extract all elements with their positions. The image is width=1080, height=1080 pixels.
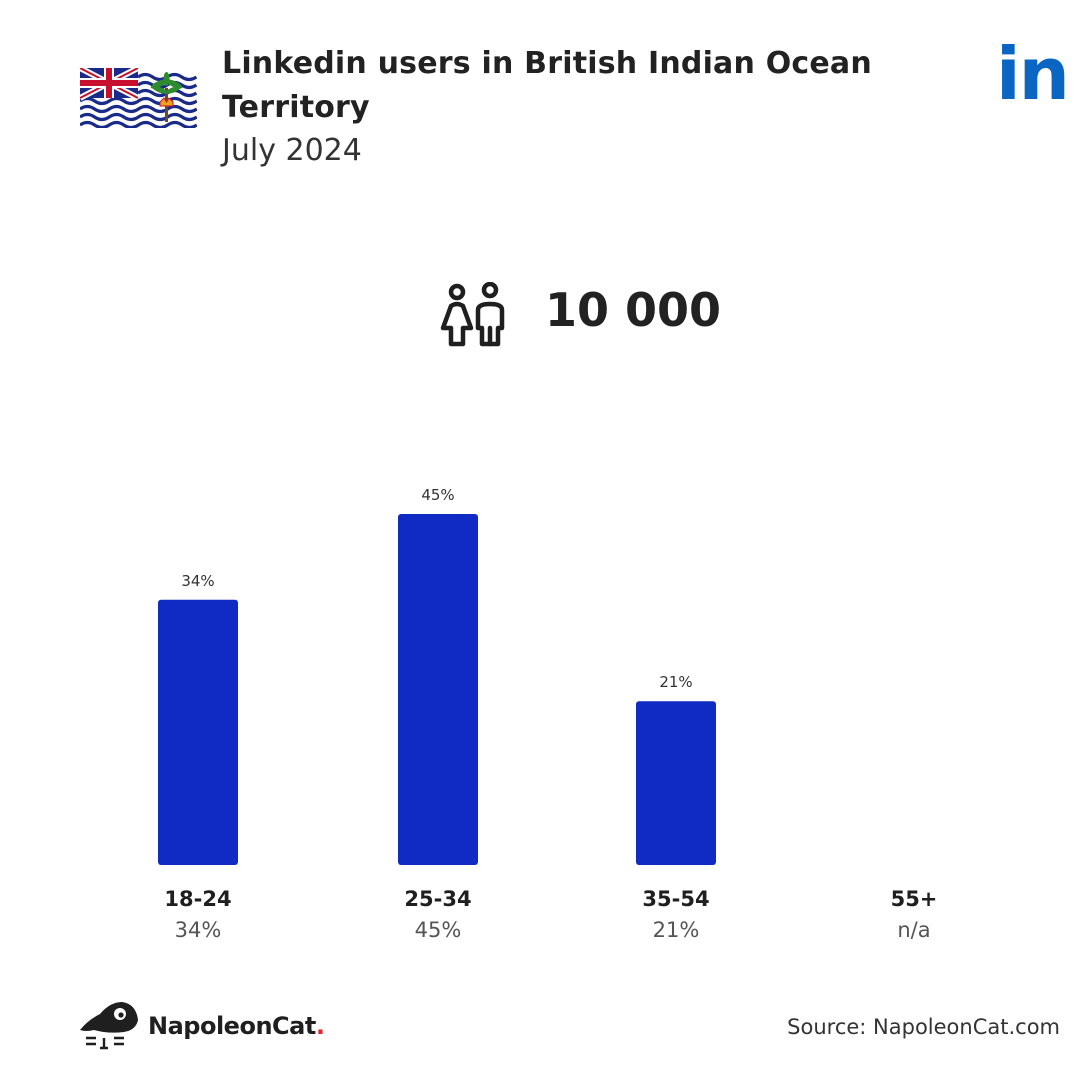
bar-35-54 [636,701,716,865]
brand-name-text: NapoleonCat [148,1012,316,1040]
napoleoncat-logo-icon [80,1002,138,1050]
category-label: 35-54 [642,887,709,911]
bar-value-label: 21% [659,673,692,691]
total-users-value: 10 000 [545,283,722,337]
bar-25-34 [398,514,478,865]
age-distribution-chart: 34% 18-24 34% 45% 25-34 45% 21% 35-54 21% 55+ n/a [158,486,938,942]
category-label: 55+ [891,887,938,911]
british-indian-ocean-territory-flag-icon [80,68,197,128]
brand-dot: . [315,1012,325,1040]
page-subtitle: July 2024 [222,133,362,168]
category-value-label: n/a [897,918,930,942]
bar-18-24 [158,599,238,865]
category-label: 18-24 [164,887,231,911]
brand-name: NapoleonCat. [148,1010,325,1042]
bar-value-label: 34% [181,572,214,590]
page-title: Linkedin users in British Indian Ocean T… [222,46,872,125]
category-value-label: 34% [175,918,222,942]
category-value-label: 21% [653,918,700,942]
bar-value-label: 45% [421,486,454,504]
category-label: 25-34 [404,887,471,911]
linkedin-logo-icon: in [996,32,1070,116]
source-credit: Source: NapoleonCat.com [787,1015,1060,1039]
category-value-label: 45% [415,918,462,942]
users-icon [440,282,505,347]
